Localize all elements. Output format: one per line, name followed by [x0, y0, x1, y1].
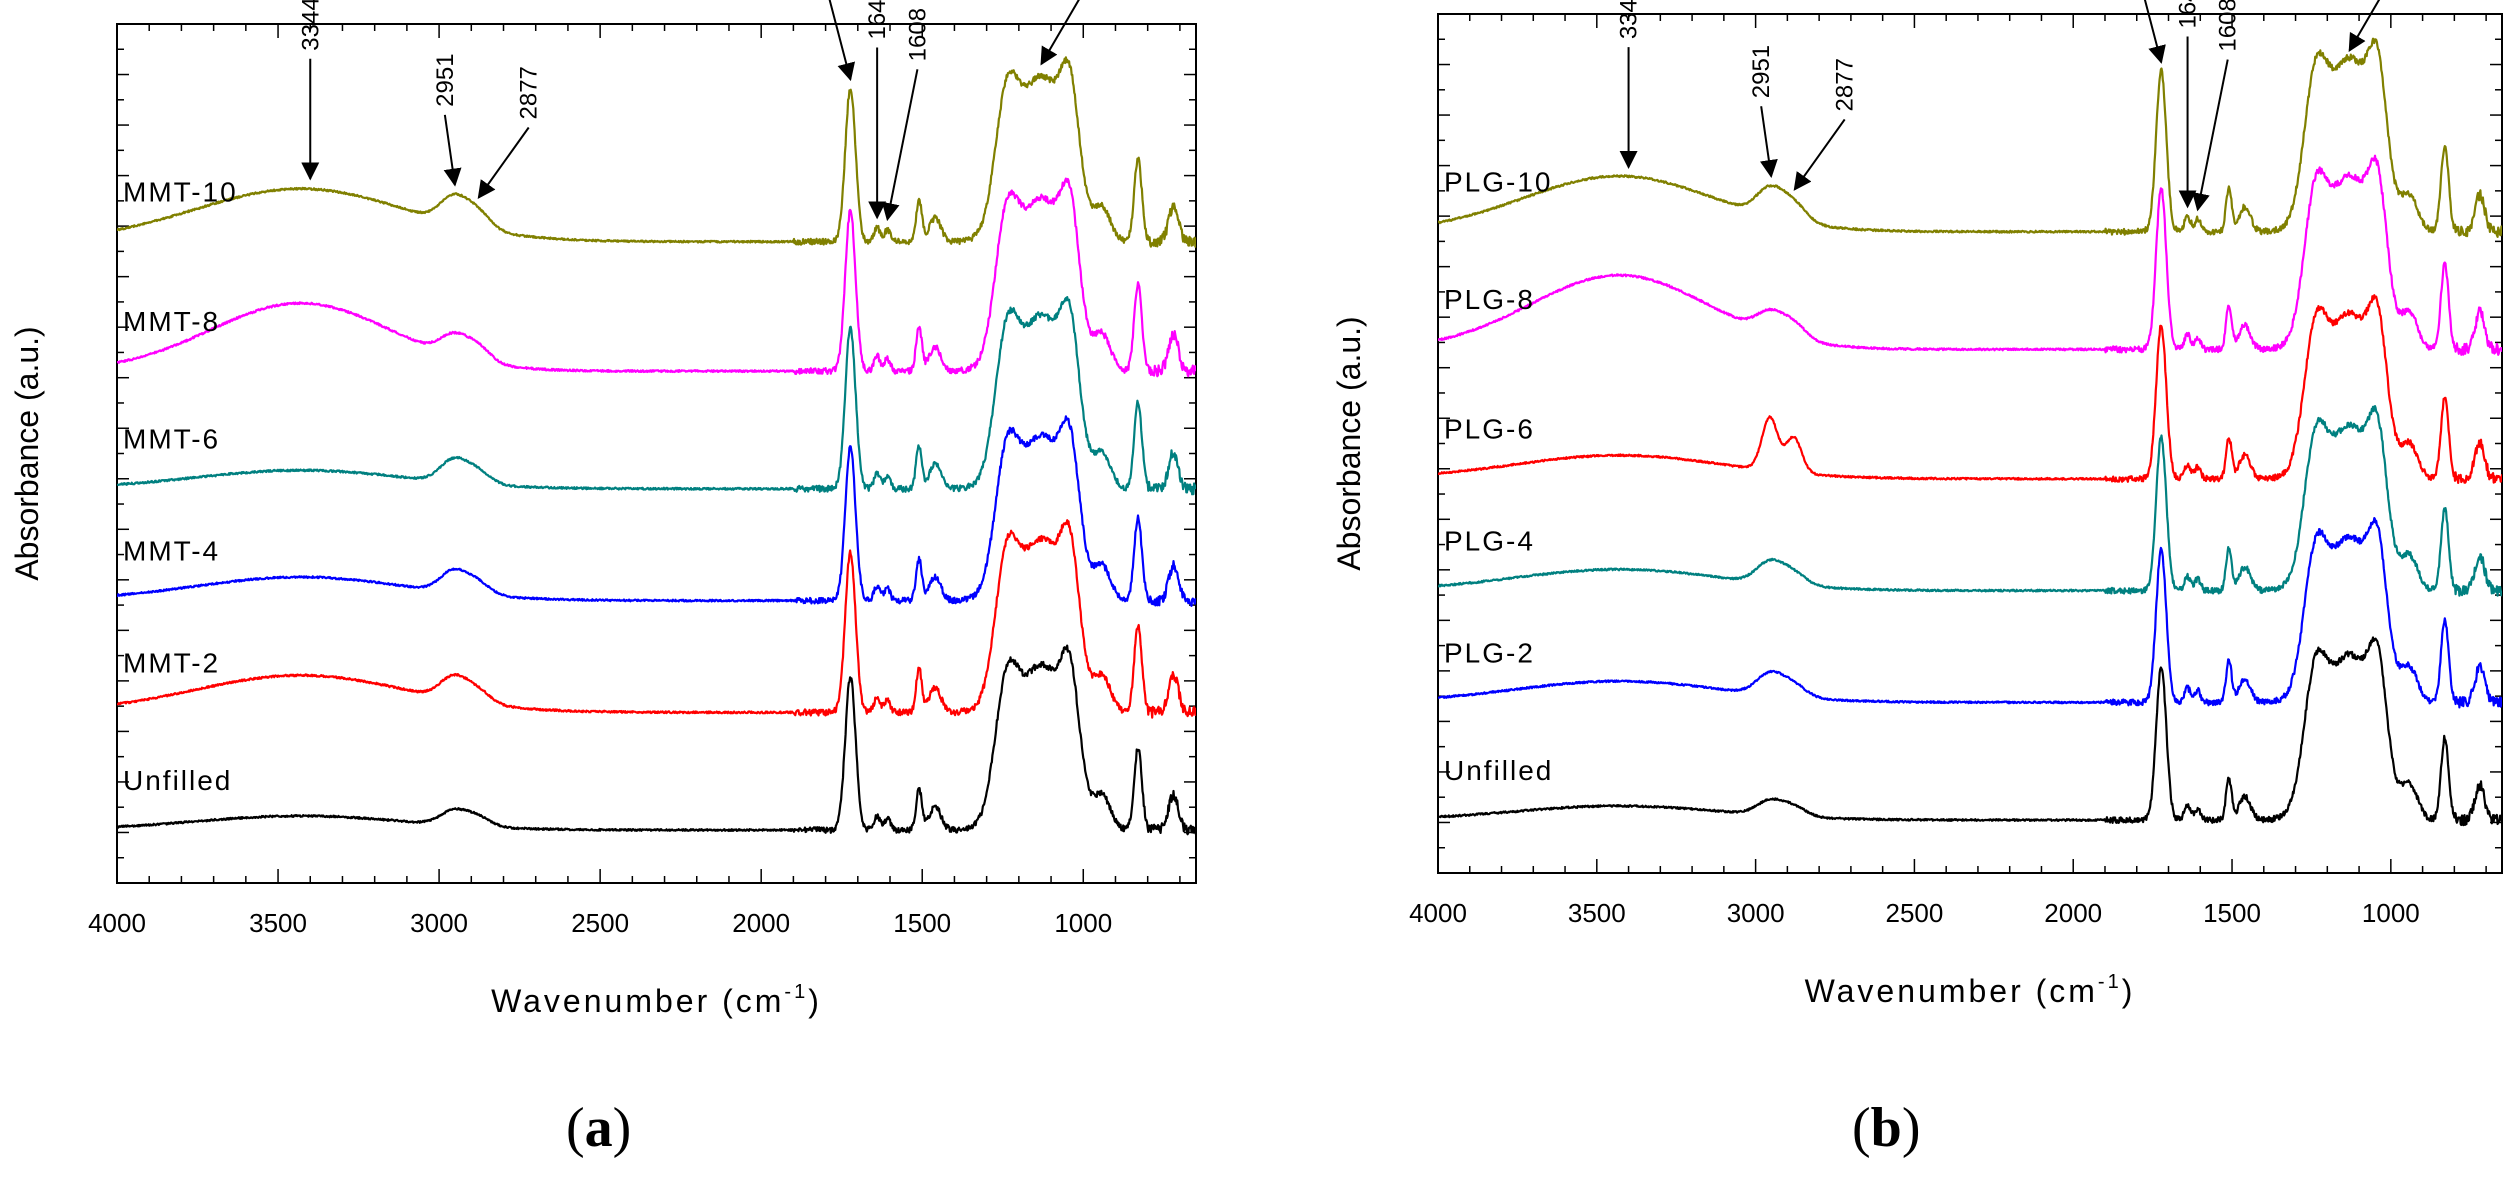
annotation-arrow-1130 [1040, 0, 1080, 66]
plot-frame [116, 23, 1197, 884]
caption-b: (b) [1852, 1096, 1920, 1160]
annotation-label-2877: 2877 [516, 66, 543, 119]
caption-a-letter: a [584, 1097, 613, 1159]
series-label-mmt-6: MMT-6 [123, 424, 220, 455]
annotation-arrow-1608 [881, 69, 919, 222]
x-ticks [1437, 14, 2487, 873]
series-line-plg-8 [1438, 154, 2502, 356]
series-label-plg-10: PLG-10 [1444, 167, 1553, 198]
x-ticks [116, 24, 1181, 883]
panel-b: 4000 3500 3000 2500 2000 1500 1000 Wavenumber (… [1331, 0, 2503, 1009]
series-line-mmt-8 [117, 177, 1196, 378]
series-label-mmt-4: MMT-4 [123, 535, 220, 566]
y-ticks [1438, 38, 2502, 849]
x-tick-label-3000: 3000 [1727, 898, 1785, 928]
annotation-arrow-1130 [2348, 0, 2381, 52]
x-tick-label-4000: 4000 [88, 908, 146, 938]
annotation-arrow-1608 [2192, 59, 2229, 212]
annotation-label-2951: 2951 [432, 53, 459, 106]
x-tick-label-1500: 1500 [2203, 898, 2261, 928]
series-line-plg-6 [1438, 294, 2502, 484]
x-axis-label-text: Wavenumber (cm [1805, 973, 2098, 1009]
annotation-label-1608: 1608 [904, 8, 931, 61]
series-label-plg-8: PLG-8 [1444, 284, 1535, 315]
series-label-plg-6: PLG-6 [1444, 414, 1535, 445]
caption-b-letter: b [1870, 1097, 1902, 1159]
annotation-label-1608: 1608 [2215, 0, 2242, 52]
series-group [117, 56, 1196, 836]
series-line-mmt-6 [117, 296, 1196, 496]
series-line-plg-4 [1438, 405, 2502, 597]
annotation-arrow-2877 [1793, 118, 1846, 191]
annotation-label-2877: 2877 [1832, 58, 1859, 111]
x-tick-label-1500: 1500 [893, 908, 951, 938]
annotation-label-3344: 3344 [1616, 0, 1643, 39]
annotation-label-1640: 1640 [864, 0, 891, 40]
plot-frame [1437, 13, 2503, 874]
x-tick-label-2000: 2000 [732, 908, 790, 938]
annotation-arrow-2951 [1759, 106, 1778, 179]
caption-a-open: ( [566, 1097, 585, 1159]
x-axis-label-close: ) [808, 983, 822, 1019]
y-ticks [117, 48, 1196, 859]
annotations: 3344295128771723164016081130 [1616, 0, 2381, 212]
annotation-arrow-1723 [828, 0, 856, 82]
series-line-mmt-4 [117, 415, 1196, 607]
series-line-unfilled [1438, 636, 2502, 827]
x-axis-label: Wavenumber (cm-1) [1805, 971, 2136, 1009]
series-line-mmt-2 [117, 519, 1196, 719]
x-tick-label-1000: 1000 [1054, 908, 1112, 938]
series-label-unfilled: Unfilled [1444, 755, 1553, 786]
x-axis-label-sup: -1 [2098, 971, 2122, 993]
series-line-mmt-10 [117, 56, 1196, 248]
x-tick-label-3500: 3500 [249, 908, 307, 938]
x-axis-label-close: ) [2122, 973, 2136, 1009]
series-label-mmt-8: MMT-8 [123, 306, 220, 337]
x-tick-label-1000: 1000 [2362, 898, 2420, 928]
annotation-label-1640: 1640 [2175, 0, 2202, 29]
x-tick-label-3500: 3500 [1568, 898, 1626, 928]
series-label-plg-2: PLG-2 [1444, 637, 1535, 668]
annotation-arrow-1723 [2143, 0, 2166, 64]
series-label-plg-4: PLG-4 [1444, 525, 1535, 556]
x-tick-label-3000: 3000 [410, 908, 468, 938]
panel-a: 4000 3500 3000 2500 2000 1500 1000 Wavenumber (… [9, 0, 1197, 1019]
series-line-unfilled [117, 644, 1196, 836]
annotation-label-2951: 2951 [1748, 45, 1775, 98]
y-axis-label: Absorbance (a.u.) [1331, 316, 1367, 570]
x-tick-label-2500: 2500 [1885, 898, 1943, 928]
x-tick-label-2000: 2000 [2044, 898, 2102, 928]
caption-a: (a) [566, 1096, 631, 1160]
series-label-unfilled: Unfilled [123, 765, 232, 796]
annotations: 3344295128771723164016081130 [297, 0, 1080, 222]
caption-b-open: ( [1852, 1097, 1871, 1159]
caption-b-close: ) [1901, 1097, 1921, 1159]
annotation-arrow-2951 [443, 114, 462, 187]
annotation-label-3344: 3344 [297, 0, 324, 51]
series-label-mmt-2: MMT-2 [123, 647, 220, 678]
x-axis-label-text: Wavenumber (cm [491, 983, 784, 1019]
x-axis-label: Wavenumber (cm-1) [491, 981, 822, 1019]
annotation-arrow-2877 [477, 126, 530, 199]
caption-a-close: ) [612, 1097, 632, 1159]
series-line-plg-2 [1438, 517, 2502, 709]
series-group [1438, 37, 2502, 827]
x-tick-label-4000: 4000 [1409, 898, 1467, 928]
series-label-mmt-10: MMT-10 [123, 177, 238, 208]
x-axis-label-sup: -1 [784, 981, 808, 1003]
series-line-plg-10 [1438, 37, 2502, 238]
x-tick-label-2500: 2500 [571, 908, 629, 938]
y-axis-label: Absorbance (a.u.) [9, 326, 45, 580]
